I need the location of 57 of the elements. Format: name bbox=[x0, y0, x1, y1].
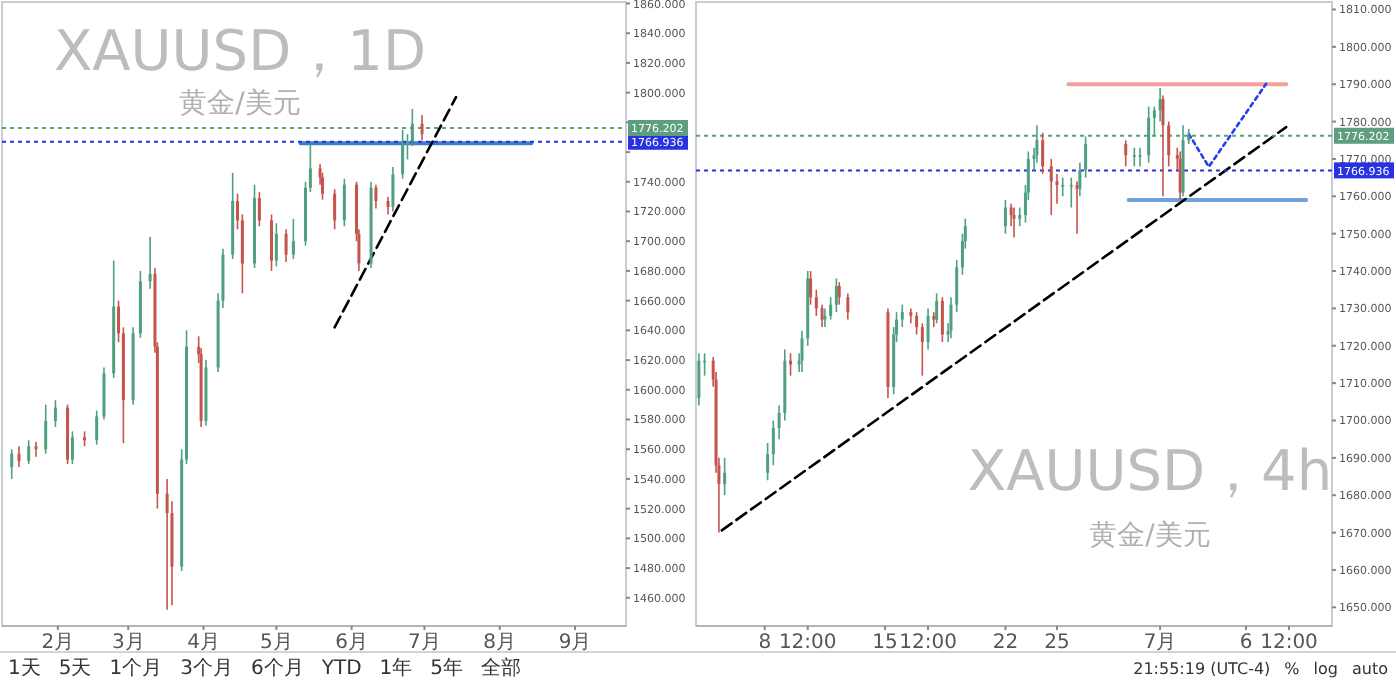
candlestick bbox=[17, 445, 21, 468]
x-tick-label: 12:00 bbox=[778, 632, 837, 654]
annotation: 黄金/美元 bbox=[1089, 520, 1211, 552]
text: 1年 bbox=[379, 656, 413, 680]
x-tick-label: 12:00 bbox=[1260, 632, 1318, 654]
candlestick bbox=[274, 222, 278, 268]
text: 1个月 bbox=[109, 656, 163, 680]
x-tick-label: 6月 bbox=[335, 632, 369, 654]
text: 1天 bbox=[8, 658, 41, 680]
text: log bbox=[1313, 660, 1338, 678]
candlestick bbox=[95, 409, 99, 446]
x-tick-label: 25 bbox=[1044, 632, 1070, 654]
text: 21:55:19 (UTC-4) bbox=[1133, 660, 1271, 678]
candlestick bbox=[148, 235, 152, 290]
candlestick bbox=[291, 218, 295, 260]
text: 全部 bbox=[481, 656, 522, 680]
x-tick-label: 3月 bbox=[111, 632, 145, 654]
x-tick-label: 9月 bbox=[558, 632, 592, 654]
text: 5年 bbox=[430, 656, 464, 680]
candlestick bbox=[53, 399, 57, 428]
x-tick-label: 15 bbox=[872, 632, 898, 654]
candlestick bbox=[44, 403, 48, 455]
x-tick-label: 5月 bbox=[259, 632, 293, 654]
candlestick bbox=[374, 183, 378, 210]
candlestick bbox=[253, 183, 257, 269]
candlestick bbox=[401, 128, 405, 180]
x-tick-label: 7月 bbox=[1143, 632, 1177, 654]
candlestick bbox=[257, 191, 261, 228]
x-tick-label: 8月 bbox=[483, 632, 517, 654]
candlestick bbox=[342, 178, 346, 228]
text: 6个月 bbox=[251, 656, 304, 680]
candlestick bbox=[333, 188, 337, 231]
text: YTD bbox=[319, 658, 363, 680]
candlestick bbox=[391, 166, 395, 213]
candlestick bbox=[284, 228, 288, 263]
candlestick bbox=[27, 439, 31, 465]
candlestick bbox=[270, 213, 274, 272]
text: 5天 bbox=[58, 658, 92, 680]
annotation: XAUUSD，1D bbox=[53, 18, 427, 84]
text: % bbox=[1284, 660, 1301, 678]
x-tick-label: 12:00 bbox=[899, 632, 957, 654]
text: auto bbox=[1351, 660, 1389, 678]
x-tick-label: 6 bbox=[1239, 632, 1253, 654]
annotation: XAUUSD，4h bbox=[967, 438, 1333, 504]
x-tick-label: 22 bbox=[992, 632, 1019, 654]
candlestick bbox=[102, 366, 106, 421]
candlestick bbox=[420, 114, 424, 141]
x-tick-label: 7月 bbox=[408, 632, 441, 654]
text: 3个月 bbox=[180, 656, 233, 680]
annotation: 黄金/美元 bbox=[179, 88, 301, 120]
candlestick bbox=[165, 478, 169, 611]
candlestick bbox=[70, 430, 74, 465]
candlestick bbox=[10, 448, 14, 480]
x-tick-label: 8 bbox=[758, 632, 772, 654]
candlestick bbox=[34, 440, 38, 458]
x-tick-label: 2月 bbox=[41, 632, 75, 654]
x-tick-label: 4月 bbox=[187, 632, 220, 654]
